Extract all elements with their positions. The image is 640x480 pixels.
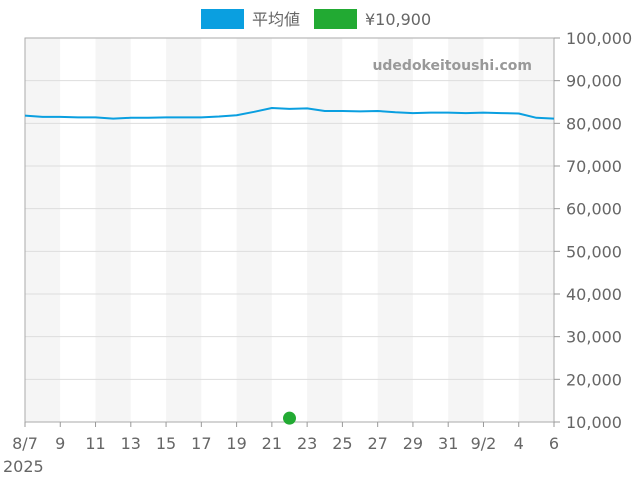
x-tick-label: 8/7: [12, 434, 38, 453]
y-tick-label: 90,000: [566, 72, 622, 91]
x-axis-ticks: 8/7 9 11 13 15 17 19 21 23 25 27 29 31 9/2 4 6 2025: [3, 422, 559, 476]
scatter-point: [283, 411, 296, 425]
background-bands: [25, 38, 554, 422]
y-tick-label: 80,000: [566, 114, 622, 133]
background-band: [236, 38, 272, 422]
background-band: [271, 38, 308, 422]
y-axis-ticks: 10,000 20,000 30,000 40,000 50,000 60,000 70,0…: [554, 29, 632, 432]
x-tick-label: 19: [226, 434, 246, 453]
background-band: [483, 38, 519, 422]
y-tick-label: 100,000: [566, 29, 632, 48]
legend-swatch: [201, 9, 244, 29]
background-band: [307, 38, 343, 422]
watermark: udedokeitoushi.com: [372, 58, 532, 74]
background-band: [412, 38, 449, 422]
x-tick-label: 11: [85, 434, 105, 453]
legend-label: ¥10,900: [365, 10, 431, 29]
y-tick-label: 30,000: [566, 328, 622, 347]
x-tick-label: 15: [156, 434, 176, 453]
y-tick-label: 70,000: [566, 157, 622, 176]
x-tick-label: 4: [514, 434, 524, 453]
x-tick-label: 29: [403, 434, 423, 453]
x-tick-label: 9: [55, 434, 65, 453]
background-band: [518, 38, 554, 422]
x-tick-label: 13: [121, 434, 141, 453]
x-tick-label: 23: [297, 434, 317, 453]
x-tick-label: 9/2: [471, 434, 497, 453]
y-tick-label: 40,000: [566, 285, 622, 304]
x-tick-label: 31: [438, 434, 458, 453]
x-tick-label: 6: [549, 434, 559, 453]
x-tick-label: 25: [332, 434, 352, 453]
legend: 平均値 ¥10,900: [201, 9, 431, 29]
x-tick-label: 17: [191, 434, 211, 453]
y-tick-label: 50,000: [566, 242, 622, 261]
x-tick-label: 21: [262, 434, 282, 453]
background-band: [166, 38, 202, 422]
y-tick-label: 10,000: [566, 413, 622, 432]
background-band: [130, 38, 167, 422]
background-band: [95, 38, 131, 422]
year-label: 2025: [3, 457, 44, 476]
y-tick-label: 20,000: [566, 370, 622, 389]
background-band: [342, 38, 378, 422]
series-line-average: [24, 106, 555, 120]
x-tick-label: 27: [367, 434, 387, 453]
background-band: [201, 38, 237, 422]
background-band: [25, 38, 61, 422]
background-band: [60, 38, 96, 422]
background-band: [448, 38, 484, 422]
legend-label: 平均値: [252, 10, 300, 29]
background-band: [377, 38, 413, 422]
series-layer: [24, 106, 555, 425]
y-tick-label: 60,000: [566, 200, 622, 219]
legend-swatch: [314, 9, 357, 29]
